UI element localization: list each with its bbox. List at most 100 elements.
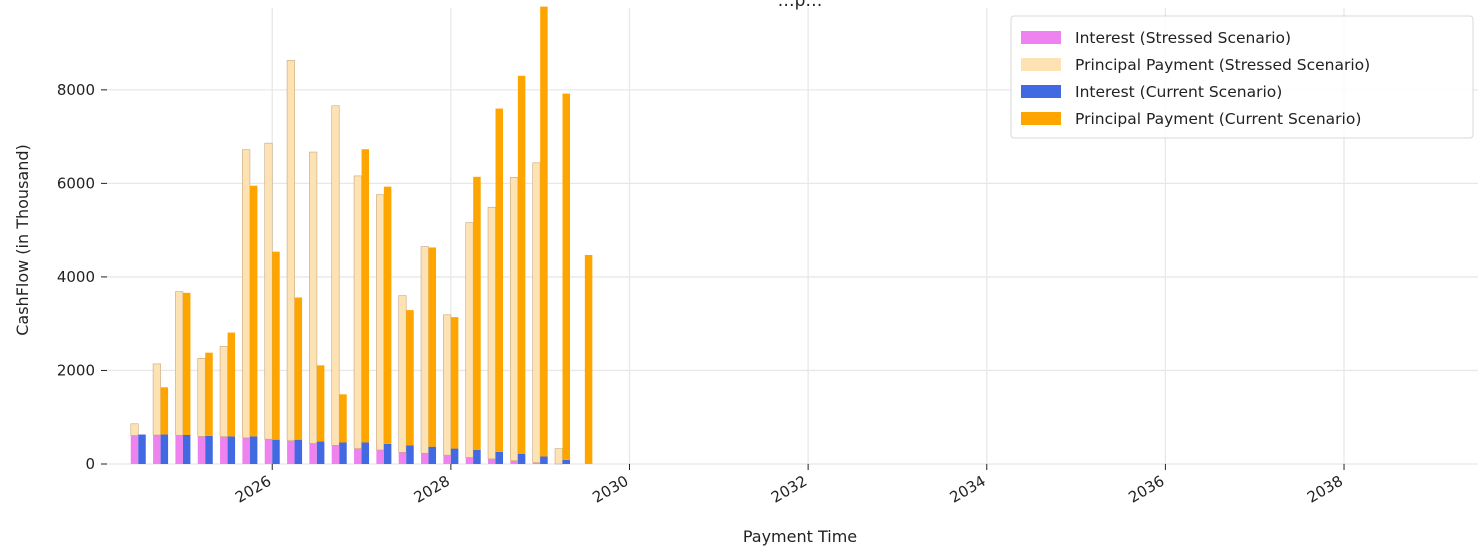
bar-stressed-principal-payment-stressed-scenario [197,358,206,437]
bar-current-principal-payment-current-scenario [272,251,280,440]
bar-stressed-principal-payment-stressed-scenario [532,162,541,463]
x-tick-label: 2038 [1304,472,1346,507]
bar-stressed-interest-stressed-scenario [532,462,541,464]
bar-stressed-interest-stressed-scenario [264,439,273,464]
bar-stressed-principal-payment-stressed-scenario [420,246,429,454]
x-tick-label: 2036 [1125,472,1167,507]
bar-current-interest-current-scenario [227,436,236,464]
bar-stressed-principal-payment-stressed-scenario [510,177,519,462]
bar-current-principal-payment-current-scenario [473,176,481,450]
bar-current-principal-payment-current-scenario [160,387,169,435]
bar-current-interest-current-scenario [272,439,280,464]
y-tick-label: 0 [85,455,95,473]
bar-current-interest-current-scenario [495,451,504,464]
bar-current-interest-current-scenario [383,443,392,464]
bar-current-principal-payment-current-scenario [294,297,303,440]
bar-current-principal-payment-current-scenario [316,365,325,442]
bar-current-principal-payment-current-scenario [406,310,414,446]
y-tick-label: 2000 [57,361,95,379]
bar-current-interest-current-scenario [182,435,191,464]
bar-stressed-interest-stressed-scenario [465,457,474,464]
bar-current-interest-current-scenario [339,442,347,464]
bar-stressed-principal-payment-stressed-scenario [487,206,496,460]
bar-stressed-interest-stressed-scenario [354,448,362,464]
bar-stressed-principal-payment-stressed-scenario [309,151,318,444]
legend-box [1010,15,1474,139]
bar-stressed-interest-stressed-scenario [242,437,250,464]
legend-entry: Interest (Current Scenario) [1075,83,1282,101]
bar-stressed-principal-payment-stressed-scenario [130,423,139,436]
bar-current-interest-current-scenario [205,435,213,464]
bar-current-interest-current-scenario [316,441,325,464]
bar-stressed-interest-stressed-scenario [197,436,206,464]
bar-stressed-interest-stressed-scenario [398,452,407,464]
bar-current-principal-payment-current-scenario [450,317,459,449]
bar-stressed-principal-payment-stressed-scenario [219,346,228,437]
x-axis-label: Payment Time [743,527,857,546]
bar-current-interest-current-scenario [361,442,370,464]
legend: Interest (Stressed Scenario) Principal Pa… [1010,15,1474,139]
bar-stressed-principal-payment-stressed-scenario [398,295,407,453]
x-tick-label: 2030 [589,472,631,507]
bar-current-interest-current-scenario [294,439,303,464]
x-tick-label: 2028 [411,472,453,507]
bar-current-principal-payment-current-scenario [428,247,437,447]
bar-current-principal-payment-current-scenario [584,261,593,464]
bar-current-principal-payment-current-scenario [205,352,213,436]
bar-stressed-interest-stressed-scenario [287,440,295,464]
bar-stressed-interest-stressed-scenario [220,436,228,464]
bar-current-interest-current-scenario [249,436,258,464]
bar-current-extra [584,254,593,262]
bar-stressed-principal-payment-stressed-scenario [554,448,563,465]
bar-current-interest-current-scenario [562,459,571,464]
bar-current-principal-payment-current-scenario [517,75,526,454]
bar-stressed-interest-stressed-scenario [488,458,496,464]
bar-stressed-interest-stressed-scenario [309,443,317,464]
x-tick-label: 2034 [947,472,989,507]
x-tick-label: 2032 [768,472,810,507]
bar-stressed-interest-stressed-scenario [331,445,340,464]
bar-current-interest-current-scenario [138,434,146,464]
bar-stressed-principal-payment-stressed-scenario [152,363,161,436]
bar-current-interest-current-scenario [540,456,548,464]
bar-current-interest-current-scenario [473,449,481,464]
bar-stressed-interest-stressed-scenario [421,453,429,464]
legend-entry: Principal Payment (Current Scenario) [1075,110,1361,128]
bar-stressed-principal-payment-stressed-scenario [465,222,474,458]
legend-swatch [1021,112,1061,125]
bar-current-interest-current-scenario [450,448,459,464]
y-tick-label: 8000 [57,81,95,99]
legend-swatch [1021,31,1061,44]
bar-stressed-principal-payment-stressed-scenario [331,105,340,446]
bar-current-principal-payment-current-scenario [495,108,504,452]
y-tick-label: 4000 [57,268,95,286]
x-tick-label: 2026 [232,472,274,507]
y-tick-label: 6000 [57,174,95,192]
bar-stressed-interest-stressed-scenario [510,460,518,464]
bar-stressed-principal-payment-stressed-scenario [175,291,184,436]
bars [130,6,593,465]
bar-current-interest-current-scenario [517,453,526,464]
legend-entry: Interest (Stressed Scenario) [1075,29,1291,47]
bar-stressed-principal-payment-stressed-scenario [376,194,385,451]
bar-stressed-interest-stressed-scenario [443,455,451,464]
bar-stressed-interest-stressed-scenario [130,435,139,464]
bar-stressed-principal-payment-stressed-scenario [353,175,362,449]
bar-current-interest-current-scenario [428,446,437,464]
legend-swatch [1021,58,1061,71]
bar-current-principal-payment-current-scenario [249,185,258,437]
y-axis-label: CashFlow (in Thousand) [13,144,32,336]
bar-current-principal-payment-current-scenario [339,394,347,443]
bar-current-interest-current-scenario [160,434,169,464]
legend-swatch [1021,85,1061,98]
bar-stressed-principal-payment-stressed-scenario [242,149,251,439]
bar-stressed-principal-payment-stressed-scenario [286,60,295,441]
chart-title: …p… [778,0,823,11]
bar-stressed-interest-stressed-scenario [175,435,183,464]
bar-current-principal-payment-current-scenario [540,6,548,457]
bar-current-interest-current-scenario [406,445,414,464]
bar-current-principal-payment-current-scenario [182,292,191,436]
bar-stressed-interest-stressed-scenario [376,449,384,464]
